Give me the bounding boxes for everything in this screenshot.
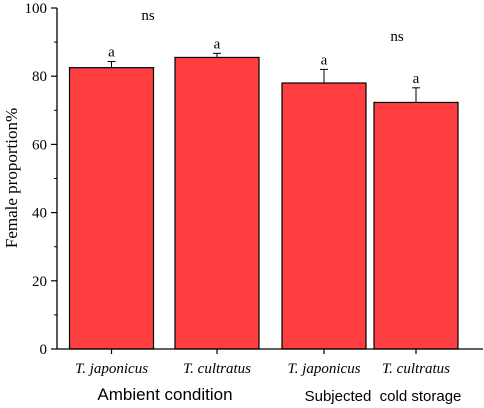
y-tick-label-40: 40 — [32, 206, 47, 222]
y-tick-label-100: 100 — [25, 1, 48, 17]
group-label-1: Ambient condition — [97, 385, 232, 404]
plot-area: a a a a 0 20 40 60 80 100 T. japonicus T. cultratus… — [25, 1, 483, 405]
bar-letter-label-1: a — [108, 45, 115, 61]
x-tick-label-1: T. japonicus — [75, 361, 148, 377]
bar-letter-label-4: a — [413, 71, 420, 87]
bar-1 — [68, 67, 155, 350]
bar-letter-label-2: a — [214, 36, 221, 52]
bar-4 — [373, 101, 459, 350]
x-tick-label-2: T. cultratus — [183, 361, 251, 377]
y-tick-label-20: 20 — [32, 274, 47, 290]
group-label-2: Subjected cold storage — [305, 388, 462, 405]
y-tick-label-60: 60 — [32, 137, 47, 153]
group-significance-2: ns — [390, 29, 404, 45]
y-tick-label-0: 0 — [40, 342, 48, 358]
y-axis-label: Female proportion% — [2, 108, 21, 248]
group-significance-1: ns — [141, 8, 155, 24]
x-tick-label-4: T. cultratus — [382, 361, 450, 377]
bar-3 — [281, 82, 367, 350]
bar-letter-label-3: a — [321, 52, 328, 68]
y-tick-label-80: 80 — [32, 69, 47, 85]
bar-2 — [174, 56, 260, 350]
x-tick-label-3: T. japonicus — [287, 361, 360, 377]
